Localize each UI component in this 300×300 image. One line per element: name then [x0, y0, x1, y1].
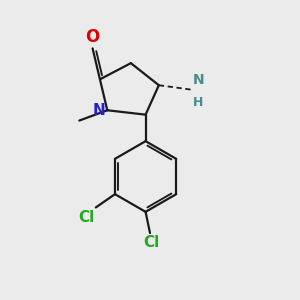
Text: Cl: Cl: [78, 210, 94, 225]
Text: N: N: [193, 73, 204, 87]
Text: O: O: [85, 28, 100, 46]
Text: N: N: [92, 103, 105, 118]
Text: H: H: [193, 96, 203, 109]
Text: Cl: Cl: [143, 236, 160, 250]
